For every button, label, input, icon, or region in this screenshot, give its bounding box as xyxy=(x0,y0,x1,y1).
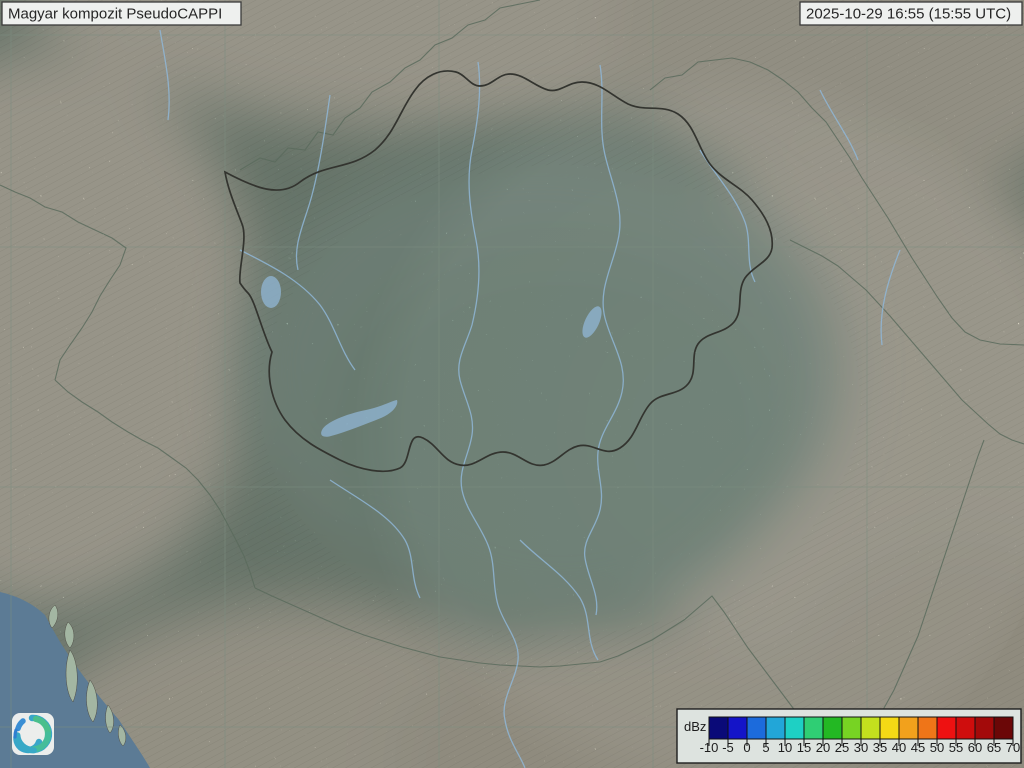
svg-text:dBz: dBz xyxy=(684,719,706,734)
svg-text:Magyar kompozit PseudoCAPPI: Magyar kompozit PseudoCAPPI xyxy=(8,6,222,23)
svg-text:2025-10-29 16:55 (15:55 UTC): 2025-10-29 16:55 (15:55 UTC) xyxy=(806,6,1011,23)
